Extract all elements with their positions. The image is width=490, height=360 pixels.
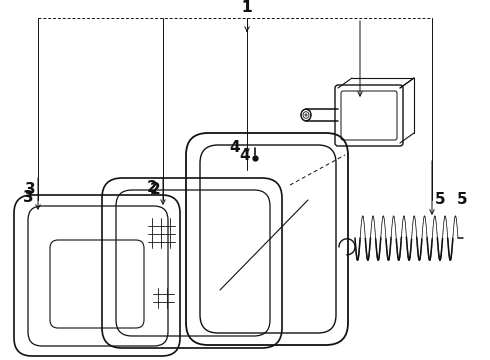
Text: 1: 1 [242, 0, 252, 15]
Text: 2: 2 [147, 180, 157, 195]
Text: 3: 3 [24, 183, 35, 198]
Text: 2: 2 [149, 183, 160, 198]
Text: 5: 5 [457, 193, 467, 207]
Text: 1: 1 [242, 0, 252, 15]
Text: 3: 3 [23, 190, 33, 206]
Text: 5: 5 [435, 193, 445, 207]
Text: 4: 4 [240, 148, 250, 162]
Text: 4: 4 [230, 140, 240, 156]
